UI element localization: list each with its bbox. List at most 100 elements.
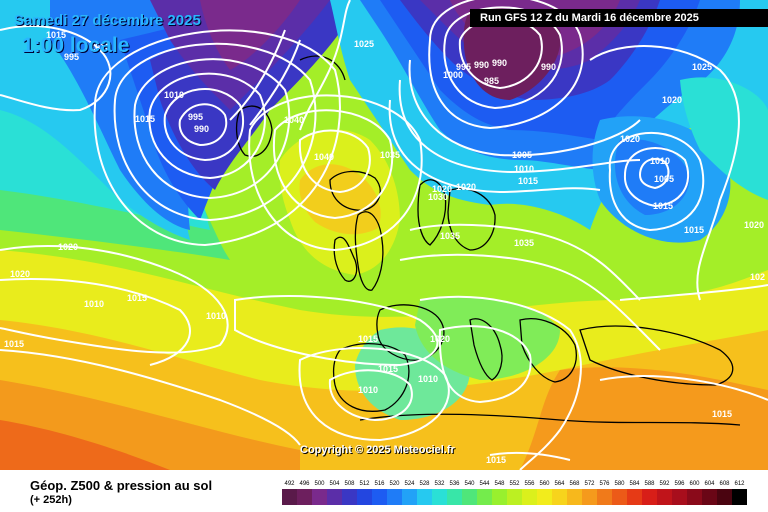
field-southwest-red <box>0 420 170 470</box>
scale-tick-label: 536 <box>449 481 460 487</box>
coast-britain <box>354 211 384 291</box>
scale-tick-label: 496 <box>299 481 310 487</box>
scale-swatch <box>327 489 342 505</box>
isobars <box>0 0 768 470</box>
scale-swatch <box>642 489 657 505</box>
isobar-line <box>133 58 291 200</box>
forecast-time: 1:00 locale <box>22 34 130 57</box>
isobar-label: 995 <box>456 62 471 72</box>
scale-swatch <box>462 489 477 505</box>
forecast-date: Samedi 27 décembre 2025 <box>14 12 201 29</box>
isobar-line <box>489 451 571 461</box>
scale-swatch <box>372 489 387 505</box>
field-ne-cyan <box>680 77 768 200</box>
scale-swatch <box>432 489 447 505</box>
isobar-label: 990 <box>492 58 507 68</box>
coastlines <box>235 55 741 426</box>
isobar-line <box>399 253 661 351</box>
map-canvas: 1015 1010 995 1010 1015 995 990 1025 104… <box>0 0 768 470</box>
scale-tick-label: 544 <box>479 481 490 487</box>
isobar-label: 1020 <box>430 334 450 344</box>
color-scale: 492 496 500 504 508 512 516 520 524 528 532 536 540 5… <box>282 481 747 505</box>
isobar-label: 990 <box>474 60 489 70</box>
scale-tick-label: 532 <box>434 481 445 487</box>
isobar-line <box>248 94 423 252</box>
isobar-line <box>619 284 768 301</box>
scale-tick-label: 572 <box>584 481 595 487</box>
isobar-line <box>0 25 112 112</box>
scale-swatch <box>687 489 702 505</box>
isobar-line <box>93 29 341 247</box>
scale-tick-label: 552 <box>509 481 520 487</box>
isobar-label: 1015 <box>135 114 155 124</box>
isobar-label: 1025 <box>692 62 712 72</box>
isobar-line <box>428 0 584 130</box>
isobar-line <box>163 88 245 162</box>
isobar-label: 1020 <box>432 184 452 194</box>
scale-tick-label: 504 <box>329 481 340 487</box>
scale-tick-label: 548 <box>494 481 505 487</box>
scale-tick-label: 500 <box>314 481 325 487</box>
scale-tick-label: 524 <box>404 481 415 487</box>
isobar-line <box>443 6 563 110</box>
isobar-label: 1015 <box>653 201 673 211</box>
scale-swatch <box>567 489 582 505</box>
isobar-line <box>234 295 439 367</box>
scale-tick-label: 564 <box>554 481 565 487</box>
isobar-line <box>608 131 705 232</box>
isobar-label: 1005 <box>512 150 532 160</box>
isobar-line <box>638 157 670 190</box>
isobar-label: 985 <box>484 76 499 86</box>
scale-swatch <box>732 489 747 505</box>
isobar-label: 1010 <box>164 90 184 100</box>
isobar-line <box>299 0 351 131</box>
isobar-label: 1010 <box>650 156 670 166</box>
isobar-label: 1020 <box>662 95 682 105</box>
isobar-label: 1015 <box>4 339 24 349</box>
isobar-label: 1015 <box>358 334 378 344</box>
isobar-label: 1010 <box>358 385 378 395</box>
isobar-line <box>113 42 317 222</box>
isobar-line <box>272 109 394 220</box>
legend-title: Géop. Z500 & pression au sol <box>30 478 213 493</box>
isobar-label: 1015 <box>127 293 147 303</box>
isobar-label: 1015 <box>518 176 538 186</box>
scale-tick-label: 596 <box>674 481 685 487</box>
scale-swatch <box>387 489 402 505</box>
isobar-line <box>408 59 641 157</box>
isobar-line <box>178 103 228 147</box>
isobar-line <box>249 39 301 126</box>
isobar-label: 990 <box>194 124 209 134</box>
coast-italy <box>469 318 503 381</box>
isobar-label: 1040 <box>284 115 304 125</box>
scale-swatch <box>342 489 357 505</box>
scale-swatch <box>507 489 522 505</box>
scale-swatch <box>582 489 597 505</box>
legend-subtitle: (+ 252h) <box>30 494 72 506</box>
isobar-line <box>409 223 641 301</box>
coast-north-africa <box>359 413 741 426</box>
isobar-label: 1015 <box>684 225 704 235</box>
isobar-line <box>148 72 266 180</box>
scale-swatch <box>657 489 672 505</box>
scale-swatch <box>702 489 717 505</box>
isobar-line <box>589 45 740 301</box>
isobar-line <box>438 325 532 404</box>
scale-tick-label: 600 <box>689 481 700 487</box>
scale-swatch <box>417 489 432 505</box>
field-med-green <box>415 296 560 380</box>
isobar-line <box>388 99 601 194</box>
scale-swatch <box>402 489 417 505</box>
scale-swatch <box>312 489 327 505</box>
scale-tick-label: 528 <box>419 481 430 487</box>
isobar-label: 1030 <box>428 192 448 202</box>
isobar-label: 1005 <box>654 174 674 184</box>
coast-arctic <box>299 55 346 81</box>
copyright: Copyright © 2025 Meteociel.fr <box>300 444 455 456</box>
isobar-line <box>328 369 413 422</box>
scale-tick-label: 580 <box>614 481 625 487</box>
isobar-label: 990 <box>541 62 556 72</box>
scale-tick-label: 508 <box>344 481 355 487</box>
scale-tick-label: 540 <box>464 481 475 487</box>
coast-scandinavia <box>447 188 496 251</box>
